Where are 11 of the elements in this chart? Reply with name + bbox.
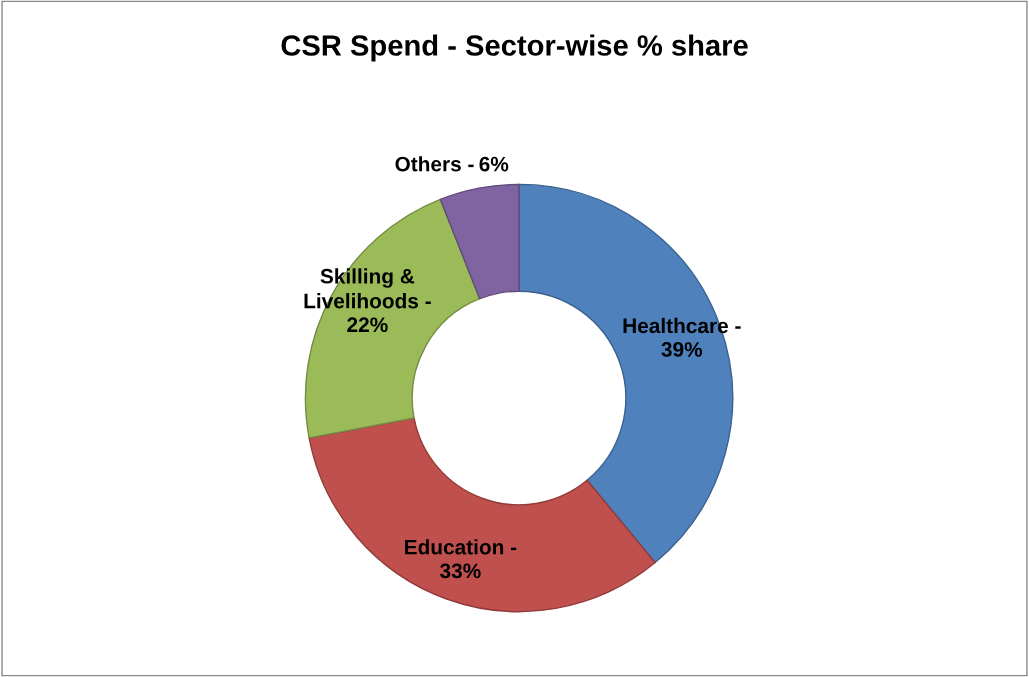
donut-slice: [304, 198, 481, 439]
chart-title: CSR Spend - Sector-wise % share: [281, 34, 748, 62]
donut-slice: [439, 183, 520, 300]
data-label: 39%: [661, 342, 703, 357]
data-label: 6%: [479, 156, 509, 172]
data-label: 33%: [440, 563, 481, 579]
slice-label: Education -: [405, 539, 517, 555]
donut-slice: [308, 417, 656, 613]
data-label: 22%: [347, 317, 388, 333]
donut-slice: [518, 183, 734, 564]
slice-label: Others -: [395, 156, 474, 172]
